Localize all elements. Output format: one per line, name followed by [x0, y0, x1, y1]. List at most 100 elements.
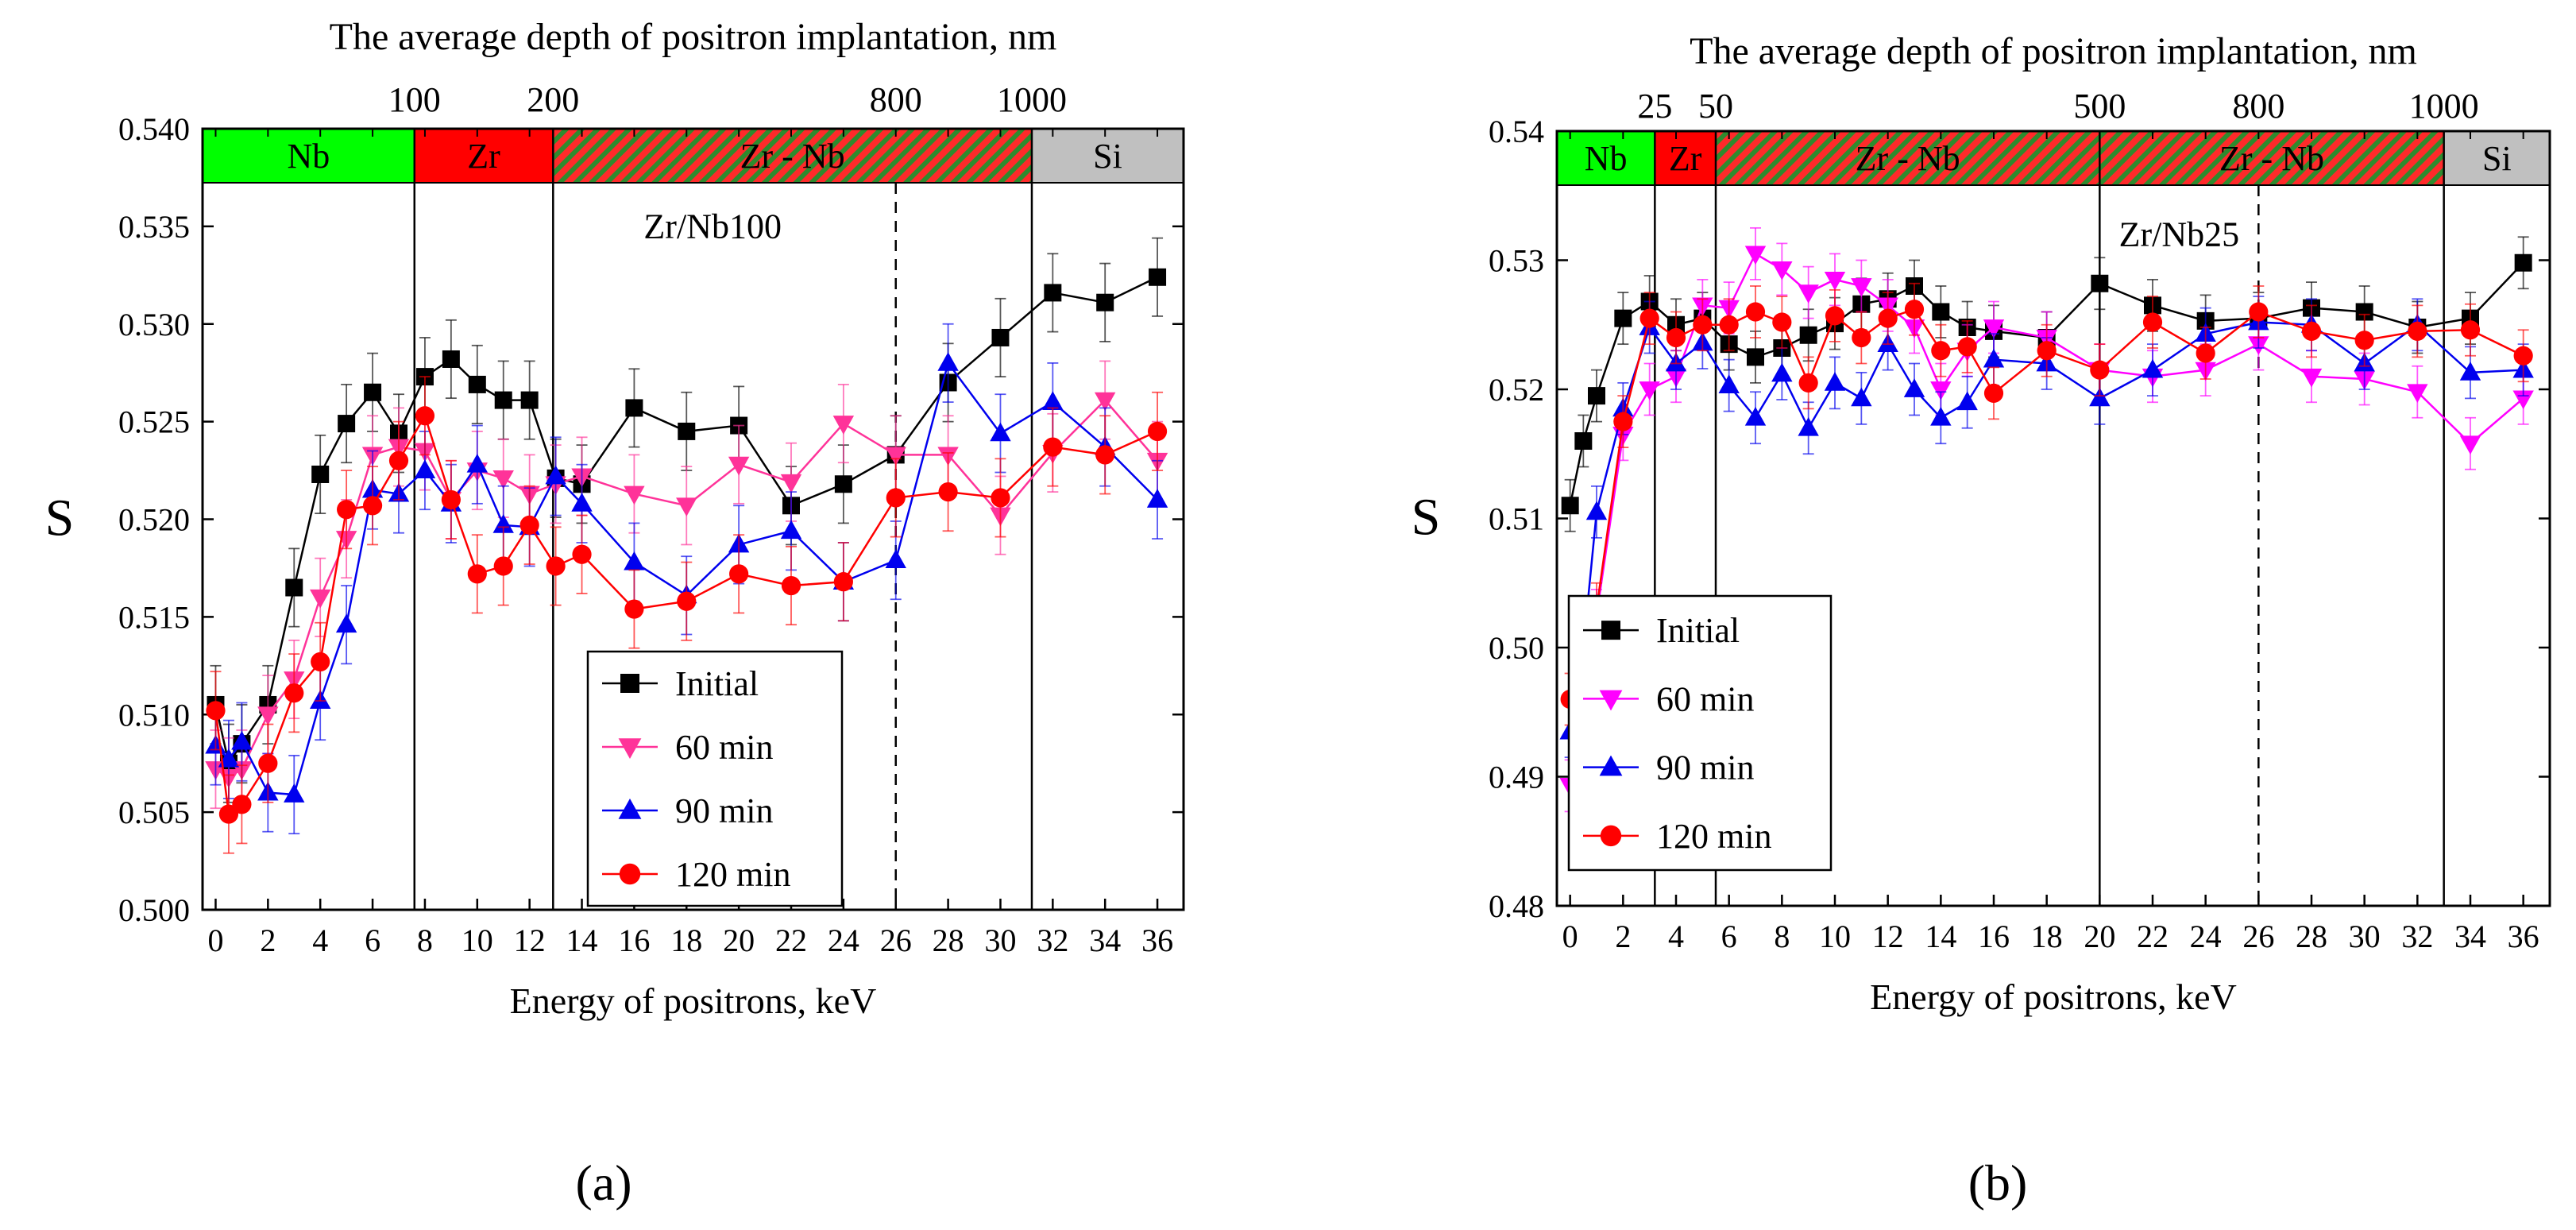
panel-tag-b: (b)	[1968, 1155, 2028, 1211]
layer-band-b-1	[1655, 131, 1716, 185]
data-point-a-1-3	[257, 706, 279, 725]
y-tick-label-b-2: 0.50	[1489, 630, 1544, 666]
x-tick-label-b-5: 10	[1819, 919, 1851, 954]
data-point-b-2-12	[1851, 387, 1872, 407]
layer-band-a-2	[553, 129, 1032, 183]
data-point-b-0-24	[2355, 303, 2373, 321]
data-point-a-2-4	[284, 783, 305, 803]
legend-label-b-2: 90 min	[1656, 748, 1754, 787]
x-tick-label-b-11: 22	[2137, 919, 2169, 954]
x-tick-label-b-0: 0	[1562, 919, 1578, 954]
y-tick-label-a-6: 0.530	[118, 307, 190, 342]
data-point-a-3-5	[311, 652, 330, 671]
x-tick-label-a-9: 18	[670, 922, 702, 958]
data-point-b-3-27	[2513, 346, 2533, 366]
data-point-a-2-15	[571, 493, 593, 512]
x-tick-label-b-2: 4	[1668, 919, 1684, 954]
data-point-a-0-17	[678, 422, 696, 440]
data-point-b-1-4	[1639, 381, 1660, 400]
x-tick-label-b-15: 30	[2349, 919, 2381, 954]
data-point-a-3-12	[493, 556, 513, 576]
data-point-b-2-20	[2142, 358, 2164, 378]
data-point-a-3-1	[218, 804, 239, 824]
data-point-a-3-8	[388, 451, 409, 470]
x-tick-label-a-11: 22	[775, 922, 807, 958]
data-point-a-0-25	[1096, 293, 1114, 311]
layer-label-b-4: Si	[2482, 139, 2512, 178]
series-a-0	[207, 237, 1167, 803]
data-point-a-3-15	[572, 544, 592, 564]
data-point-a-3-7	[362, 496, 383, 516]
layer-label-a-1: Zr	[467, 137, 500, 176]
data-point-a-2-2	[231, 730, 253, 750]
data-point-a-3-11	[467, 564, 487, 584]
data-point-a-2-26	[1146, 489, 1168, 508]
legend-a: Initial 60 min 90 min 120 min	[586, 650, 844, 907]
x-tick-label-b-3: 6	[1721, 919, 1737, 954]
data-point-b-3-24	[2354, 331, 2374, 350]
top-tick-label-a-2: 800	[870, 80, 922, 119]
series-line-b-0	[1569, 261, 2524, 506]
data-point-a-3-2	[232, 795, 252, 814]
data-point-a-0-6	[338, 415, 356, 433]
data-point-a-3-0	[206, 701, 226, 721]
data-point-b-1-11	[1824, 271, 1846, 291]
data-point-a-0-23	[991, 328, 1010, 346]
data-point-b-3-13	[1878, 308, 1898, 328]
data-point-a-3-10	[441, 489, 461, 510]
y-tick-label-a-5: 0.525	[118, 404, 190, 440]
top-tick-label-b-1: 50	[1698, 87, 1733, 126]
data-point-a-0-26	[1149, 268, 1167, 286]
data-point-a-3-9	[415, 406, 435, 426]
legend-box-a	[586, 650, 844, 907]
data-point-a-2-24	[1042, 391, 1064, 410]
x-tick-label-b-8: 16	[1978, 919, 2010, 954]
data-point-b-0-10	[1799, 326, 1817, 344]
layer-label-b-0: Nb	[1585, 139, 1628, 178]
data-point-a-3-18	[729, 564, 749, 584]
data-point-a-3-16	[624, 599, 644, 619]
legend-marker-a-2	[618, 799, 642, 819]
legend-label-a-2: 90 min	[675, 791, 773, 830]
y-tick-label-b-5: 0.53	[1489, 243, 1544, 279]
data-point-b-3-8	[1745, 302, 1766, 322]
layer-label-b-1: Zr	[1669, 139, 1702, 178]
x-axis-title-a: Energy of positrons, keV	[510, 981, 877, 1021]
layer-band-b-3	[2099, 131, 2444, 185]
data-point-a-3-21	[886, 488, 906, 508]
y-tick-label-b-4: 0.52	[1489, 372, 1544, 408]
x-tick-label-a-0: 0	[207, 922, 223, 958]
data-point-a-1-25	[1095, 392, 1116, 412]
layer-band-a-1	[414, 129, 554, 183]
y-tick-label-a-3: 0.515	[118, 599, 190, 635]
legend-marker-a-1	[618, 738, 642, 759]
data-point-a-3-14	[546, 556, 566, 576]
top-tick-label-b-4: 1000	[2409, 87, 2479, 126]
top-axis-title-a: The average depth of positron implantati…	[330, 16, 1057, 58]
x-tick-label-a-3: 6	[365, 922, 380, 958]
layer-label-a-0: Nb	[287, 137, 330, 176]
top-tick-label-a-0: 100	[388, 80, 441, 119]
y-axis-title-a: S	[45, 489, 75, 547]
y-tick-label-b-3: 0.51	[1489, 501, 1544, 537]
data-point-a-3-25	[1095, 445, 1115, 465]
data-point-b-3-7	[1719, 315, 1739, 335]
data-point-a-0-12	[494, 391, 512, 409]
data-point-b-2-19	[2089, 387, 2111, 407]
data-point-b-3-26	[2460, 320, 2481, 340]
data-point-a-3-13	[519, 515, 539, 535]
x-tick-label-b-9: 18	[2031, 919, 2063, 954]
data-point-a-0-20	[834, 475, 852, 493]
data-point-a-2-19	[780, 520, 802, 540]
data-point-b-2-15	[1930, 407, 1952, 426]
layer-label-a-3: Si	[1093, 137, 1122, 176]
data-point-b-3-10	[1798, 373, 1818, 393]
data-point-a-0-11	[468, 375, 486, 393]
data-point-b-0-0	[1561, 497, 1579, 515]
legend-box-b	[1567, 594, 1833, 872]
data-point-b-3-25	[2408, 321, 2427, 341]
data-point-b-2-17	[1983, 348, 2005, 368]
data-point-a-0-5	[311, 465, 330, 483]
data-point-b-3-12	[1852, 327, 1871, 348]
x-axis-title-b: Energy of positrons, keV	[1870, 977, 2237, 1017]
